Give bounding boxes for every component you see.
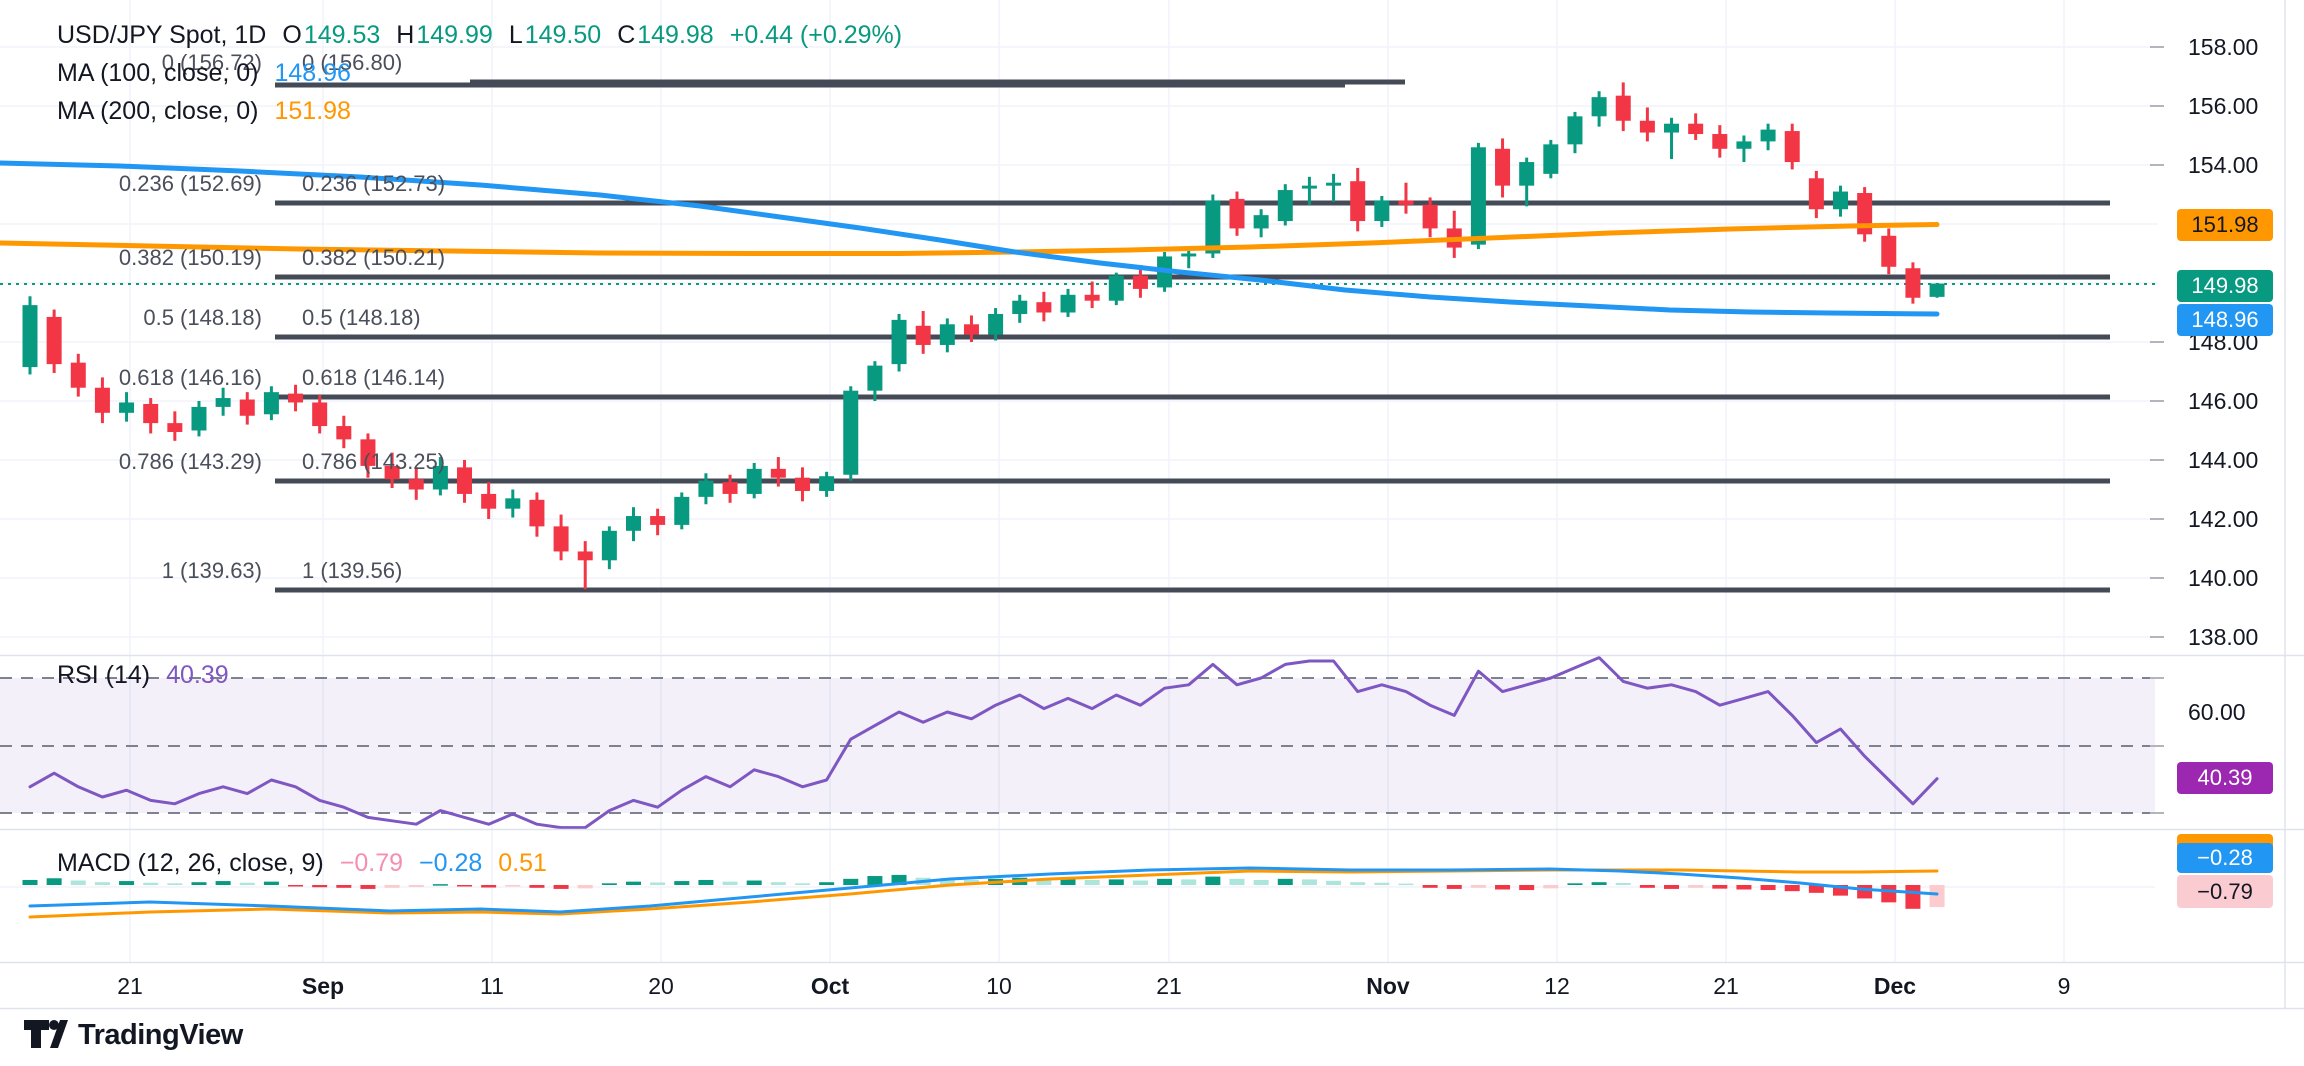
- price-axis[interactable]: 158.00 156.00 154.00 148.00 146.00 144.00 142.…: [2150, 0, 2304, 962]
- fib-label-right-4: 0.618 (146.14): [302, 365, 446, 390]
- ma100-legend[interactable]: MA (100, close, 0) 148.96: [57, 58, 351, 88]
- time-axis-label: Nov: [1366, 973, 1410, 999]
- fib-label-right-3: 0.5 (148.18): [302, 305, 421, 330]
- macd-line-badge: −0.28: [2177, 843, 2273, 873]
- macd-line-value: −0.28: [419, 849, 483, 877]
- macd-hist-value: −0.79: [339, 849, 404, 877]
- fib-label-right-5: 0.786 (143.25): [302, 449, 446, 474]
- rsi-label: RSI (14): [57, 661, 151, 689]
- ma200-price-badge: 151.98: [2177, 209, 2273, 241]
- symbol-title: USD/JPY Spot, 1D: [57, 21, 267, 49]
- tradingview-logo[interactable]: TradingView: [24, 1018, 243, 1052]
- price-axis-label: 144.00: [2188, 447, 2259, 473]
- time-axis[interactable]: 21 Sep 11 20 Oct 10 21 Nov 12 21 Dec 9: [0, 963, 2304, 1008]
- change-value: +0.44 (+0.29%): [729, 21, 903, 49]
- time-axis-label: 11: [480, 973, 504, 999]
- price-axis-label: 154.00: [2188, 152, 2259, 178]
- time-axis-label: 21: [117, 973, 143, 999]
- ma200-value: 151.98: [274, 97, 351, 125]
- ma100-price-badge: 148.96: [2177, 304, 2273, 336]
- ma200-label: MA (200, close, 0): [57, 97, 259, 125]
- ma200-legend[interactable]: MA (200, close, 0) 151.98: [57, 96, 351, 126]
- price-axis-label: 146.00: [2188, 388, 2259, 414]
- time-axis-label: Oct: [810, 973, 850, 999]
- macd-label: MACD (12, 26, close, 9): [57, 849, 324, 877]
- last-price-badge: 149.98: [2177, 270, 2273, 302]
- time-axis-label: Sep: [301, 973, 345, 999]
- tradingview-logo-text: TradingView: [78, 1018, 243, 1051]
- time-axis-label: 10: [986, 973, 1012, 999]
- ohlc-high: H 149.99: [396, 21, 493, 49]
- symbol-legend[interactable]: USD/JPY Spot, 1D O 149.53 H 149.99 L 149.50…: [57, 20, 902, 50]
- tradingview-logo-icon: [24, 1020, 68, 1048]
- fib-label-right-0: 0 (156.80): [302, 50, 403, 75]
- fib-label-right-1: 0.236 (152.73): [302, 171, 446, 196]
- price-axis-label: 158.00: [2188, 34, 2259, 60]
- macd-signal-value: 0.51: [498, 849, 547, 877]
- fib-label-left-6: 1 (139.63): [161, 558, 262, 583]
- rsi-value-badge: 40.39: [2177, 762, 2273, 794]
- time-axis-label: 20: [648, 973, 674, 999]
- rsi-axis-label: 60.00: [2188, 699, 2246, 725]
- time-axis-label: 9: [2057, 973, 2071, 999]
- fib-label-right-2: 0.382 (150.21): [302, 245, 446, 270]
- time-axis-label: Dec: [1873, 973, 1917, 999]
- ohlc-open: O 149.53: [282, 21, 381, 49]
- rsi-legend[interactable]: RSI (14) 40.39: [57, 660, 229, 690]
- macd-legend[interactable]: MACD (12, 26, close, 9) −0.79 −0.28 0.51: [57, 848, 547, 878]
- price-axis-label: 156.00: [2188, 93, 2259, 119]
- ma100-label: MA (100, close, 0): [57, 59, 259, 87]
- ohlc-low: L 149.50: [508, 21, 602, 49]
- fib-label-right-6: 1 (139.56): [302, 558, 403, 583]
- ohlc-close: C 149.98: [617, 21, 714, 49]
- fib-label-left-0: 0 (156.72): [161, 50, 262, 75]
- fib-label-left-4: 0.618 (146.16): [118, 365, 262, 390]
- time-axis-label: 21: [1156, 973, 1182, 999]
- price-axis-label: 138.00: [2188, 624, 2259, 650]
- rsi-value: 40.39: [166, 661, 229, 689]
- fib-label-left-3: 0.5 (148.18): [143, 305, 262, 330]
- time-axis-label: 21: [1713, 973, 1739, 999]
- fib-label-left-2: 0.382 (150.19): [118, 245, 262, 270]
- fib-label-left-5: 0.786 (143.29): [118, 449, 262, 474]
- fib-label-left-1: 0.236 (152.69): [118, 171, 262, 196]
- price-axis-label: 142.00: [2188, 506, 2259, 532]
- price-axis-label: 140.00: [2188, 565, 2259, 591]
- macd-hist-badge: −0.79: [2177, 875, 2273, 908]
- time-axis-label: 12: [1544, 973, 1570, 999]
- ma100-value: 148.96: [274, 59, 351, 87]
